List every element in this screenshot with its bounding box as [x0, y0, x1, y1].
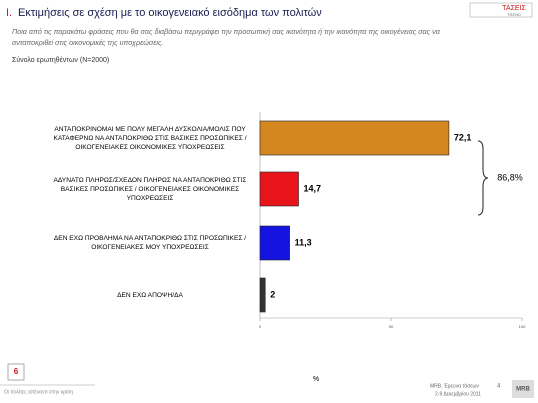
category-label: ΔΕΝ ΕΧΩ ΠΡΟΒΛΗΜΑ ΝΑ ΑΝΤΑΠΟΚΡΙΘΩ ΣΤΙΣ ΠΡΟ… — [53, 235, 247, 251]
footer-wave: 4 — [497, 384, 501, 390]
annotation: 86,8% — [497, 172, 523, 182]
bracket — [477, 140, 489, 216]
x-tick-label: 0 — [259, 324, 262, 329]
category-label: ΑΔΥΝΑΤΩ ΠΛΗΡΩΣ/ΣΧΕΔΟΝ ΠΛΗΡΩΣ ΝΑ ΑΝΤΑΠΟΚΡ… — [53, 176, 247, 202]
category-label: ΔΕΝ ΕΧΩ ΑΠΟΨΗ/ΔΑ — [117, 291, 183, 299]
value-label: 2 — [270, 289, 275, 299]
mrb-logo-box — [512, 380, 534, 398]
x-tick-label: 100 — [519, 324, 526, 329]
x-axis-label: % — [313, 376, 319, 383]
footer-source: MRB, Έρευνα τάσεων — [430, 382, 479, 389]
bar — [259, 120, 450, 156]
value-label: 72,1 — [454, 132, 472, 142]
logo-box — [469, 2, 533, 18]
title-number: I. — [6, 7, 12, 19]
bar — [259, 171, 299, 207]
logo: ΤΑΣΕΙΣ — [502, 5, 526, 12]
title: Εκτιμήσεις σε σχέση με το οικογενειακό ε… — [18, 7, 322, 19]
subtitle-box: Ποια από τις παρακάτω φράσεις που θα σας… — [12, 27, 440, 47]
page-number: 6 — [14, 367, 19, 376]
bar — [259, 225, 290, 261]
base: Σύνολο ερωτηθέντων (Ν=2000) — [12, 56, 109, 64]
subtitle: Ποια από τις παρακάτω φράσεις που θα σας… — [12, 27, 440, 47]
page-box — [7, 363, 25, 381]
mrb-logo: MRB — [516, 387, 530, 393]
category-label: ΑΝΤΑΠΟΚΡΙΝΟΜΑΙ ΜΕ ΠΟΛΥ ΜΕΓΑΛΗ ΔΥΣΚΟΛΙΑ/Μ… — [53, 125, 247, 151]
value-label: 14,7 — [304, 183, 322, 193]
logo-sub: TREND — [507, 12, 521, 17]
x-tick-label: 50 — [389, 324, 394, 329]
value-label: 11,3 — [295, 237, 312, 247]
footer-left: Οι πολίτες απέναντι στην κρίση — [4, 388, 73, 395]
bar — [259, 277, 266, 313]
footer-dates: 2-9 Δεκεμβρίου 2011 — [435, 391, 481, 397]
